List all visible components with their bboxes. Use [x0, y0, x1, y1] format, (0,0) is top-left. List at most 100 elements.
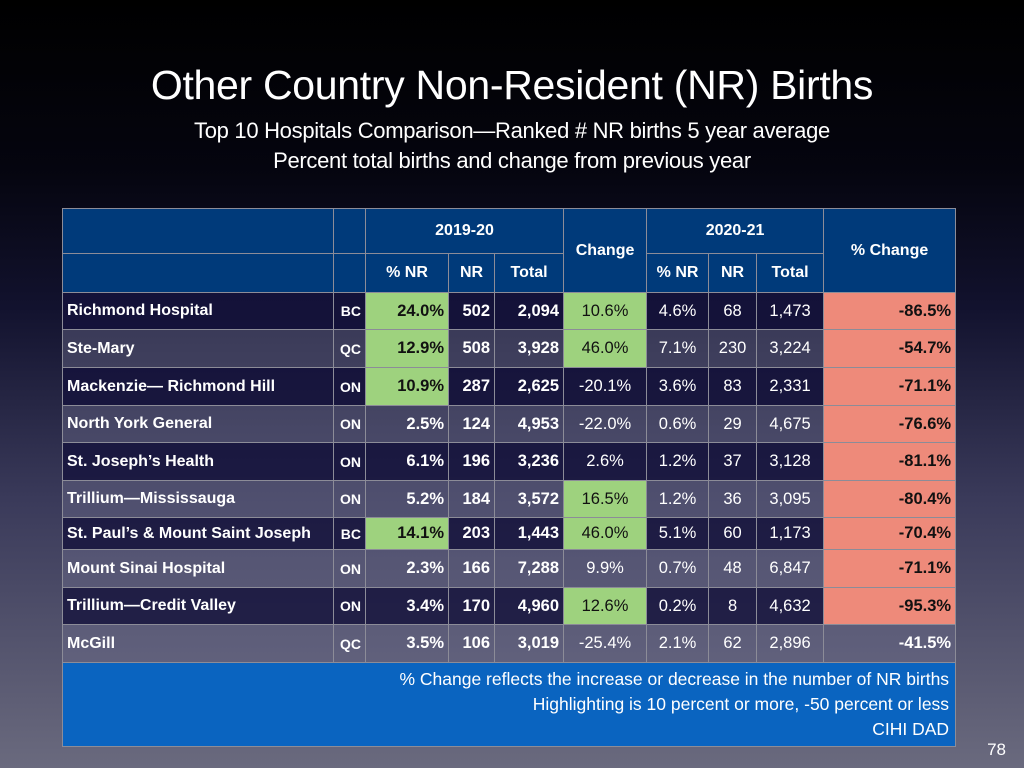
table-row: Mackenzie— Richmond Hill ON 10.9% 287 2,625-… [62, 367, 957, 406]
change-cell: 16.5% [563, 480, 648, 518]
hospital-name-cell: North York General [62, 405, 334, 443]
pct-change-cell: -71.1% [823, 367, 957, 406]
header-change: Change [563, 208, 648, 293]
p2-nr-cell: 83 [708, 367, 758, 406]
province-cell: QC [333, 624, 366, 663]
change-cell: 46.0% [563, 517, 648, 550]
hospital-name-cell: McGill [62, 624, 334, 663]
header-blank-hospital [62, 208, 334, 254]
table-row: Richmond Hospital BC 24.0% 502 2,094 10.6% 4.6… [62, 292, 957, 330]
header-p1-pct-nr: % NR [365, 253, 449, 293]
p2-nr-cell: 48 [708, 549, 758, 588]
header-blank-province [333, 208, 366, 254]
hospital-name-cell: Trillium—Mississauga [62, 480, 334, 518]
p2-pct-nr-cell: 4.6% [646, 292, 710, 330]
p1-total-cell: 3,236 [493, 442, 565, 481]
p2-total-cell: 2,331 [756, 367, 825, 406]
p2-nr-cell: 68 [708, 292, 758, 330]
p1-nr-cell: 502 [448, 292, 495, 330]
p2-total-cell: 2,896 [756, 624, 825, 663]
province-cell: ON [333, 442, 366, 481]
change-cell: 9.9% [563, 549, 648, 588]
hospital-name-cell: Trillium—Credit Valley [62, 587, 334, 625]
p1-nr-cell: 124 [448, 405, 495, 443]
p2-pct-nr-cell: 5.1% [646, 517, 710, 550]
header-p1-nr: NR [448, 253, 495, 293]
p1-pct-nr-cell: 12.9% [365, 329, 449, 368]
p1-total-cell: 1,443 [493, 517, 565, 550]
pct-change-cell: -41.5% [823, 624, 957, 663]
hospital-name-cell: Richmond Hospital [62, 292, 334, 330]
table-footer-row: % Change reflects the increase or decrea… [61, 662, 957, 747]
change-cell: 10.6% [563, 292, 648, 330]
p2-nr-cell: 60 [708, 517, 758, 550]
p2-pct-nr-cell: 1.2% [646, 442, 710, 481]
p1-nr-cell: 166 [448, 549, 495, 588]
table-row: Mount Sinai Hospital ON 2.3% 166 7,288 9.9% 0.… [62, 549, 957, 588]
page-number: 78 [987, 740, 1006, 759]
footnote-line1: % Change reflects the increase or decrea… [399, 669, 950, 689]
p2-nr-cell: 29 [708, 405, 758, 443]
province-cell: ON [333, 405, 366, 443]
hospital-name-cell: St. Joseph’s Health [62, 442, 334, 481]
p2-total-cell: 3,128 [756, 442, 825, 481]
p1-nr-cell: 184 [448, 480, 495, 518]
p1-total-cell: 2,094 [493, 292, 565, 330]
province-cell: ON [333, 367, 366, 406]
hospital-name-cell: Mount Sinai Hospital [62, 549, 334, 588]
p1-pct-nr-cell: 3.5% [365, 624, 449, 663]
p2-nr-cell: 37 [708, 442, 758, 481]
header-p2-nr: NR [708, 253, 758, 293]
slide-title: Other Country Non-Resident (NR) Births [150, 62, 874, 108]
p1-total-cell: 4,960 [493, 587, 565, 625]
table-footnote: % Change reflects the increase or decrea… [61, 662, 957, 747]
p1-nr-cell: 106 [448, 624, 495, 663]
p2-total-cell: 1,173 [756, 517, 825, 550]
p1-pct-nr-cell: 14.1% [365, 517, 449, 550]
p2-total-cell: 1,473 [756, 292, 825, 330]
pct-change-cell: -71.1% [823, 549, 957, 588]
change-cell: 12.6% [563, 587, 648, 625]
p1-total-cell: 3,572 [493, 480, 565, 518]
slide-subtitle-line1: Top 10 Hospitals Comparison—Ranked # NR … [194, 118, 830, 143]
slide-subtitle-line2: Percent total births and change from pre… [273, 148, 751, 173]
footnote-source: CIHI DAD [872, 719, 950, 739]
p1-pct-nr-cell: 24.0% [365, 292, 449, 330]
header-period-2019-20: 2019-20 [364, 208, 565, 254]
p1-pct-nr-cell: 5.2% [365, 480, 449, 518]
header-blank-province-2 [333, 253, 366, 293]
table-row: St. Paul’s & Mount Saint Joseph BC 14.1% 20… [62, 517, 957, 550]
p2-pct-nr-cell: 1.2% [646, 480, 710, 518]
p2-nr-cell: 8 [708, 587, 758, 625]
p2-pct-nr-cell: 0.7% [646, 549, 710, 588]
p2-pct-nr-cell: 7.1% [646, 329, 710, 368]
p2-total-cell: 4,675 [756, 405, 825, 443]
p1-pct-nr-cell: 3.4% [365, 587, 449, 625]
hospital-name-cell: Mackenzie— Richmond Hill [62, 367, 334, 406]
table-row: North York General ON 2.5% 124 4,953 -22.0% 0.… [62, 405, 957, 443]
p2-total-cell: 3,224 [756, 329, 825, 368]
change-cell: 46.0% [563, 329, 648, 368]
table-row: Trillium—Credit Valley ON 3.4% 170 4,960 12.6… [62, 587, 957, 625]
hospital-comparison-table: 2019-20 Change 2020-21 % Change % NR NR … [61, 208, 957, 747]
hospital-name-cell: St. Paul’s & Mount Saint Joseph [62, 517, 334, 550]
province-cell: QC [333, 329, 366, 368]
p1-total-cell: 3,019 [493, 624, 565, 663]
province-cell: ON [333, 587, 366, 625]
p1-total-cell: 7,288 [493, 549, 565, 588]
table-body: Richmond Hospital BC 24.0% 502 2,094 10.6% 4.6… [62, 292, 957, 663]
province-cell: ON [333, 549, 366, 588]
change-cell: -25.4% [563, 624, 648, 663]
p2-total-cell: 6,847 [756, 549, 825, 588]
p1-pct-nr-cell: 2.3% [365, 549, 449, 588]
hospital-name-cell: Ste-Mary [62, 329, 334, 368]
p1-nr-cell: 196 [448, 442, 495, 481]
change-cell: 2.6% [563, 442, 648, 481]
p2-pct-nr-cell: 0.6% [646, 405, 710, 443]
province-cell: BC [333, 517, 366, 550]
p1-total-cell: 2,625 [493, 367, 565, 406]
header-p1-total: Total [493, 253, 565, 293]
header-p2-pct-nr: % NR [646, 253, 710, 293]
p1-total-cell: 4,953 [493, 405, 565, 443]
header-period-2020-21: 2020-21 [646, 208, 825, 254]
